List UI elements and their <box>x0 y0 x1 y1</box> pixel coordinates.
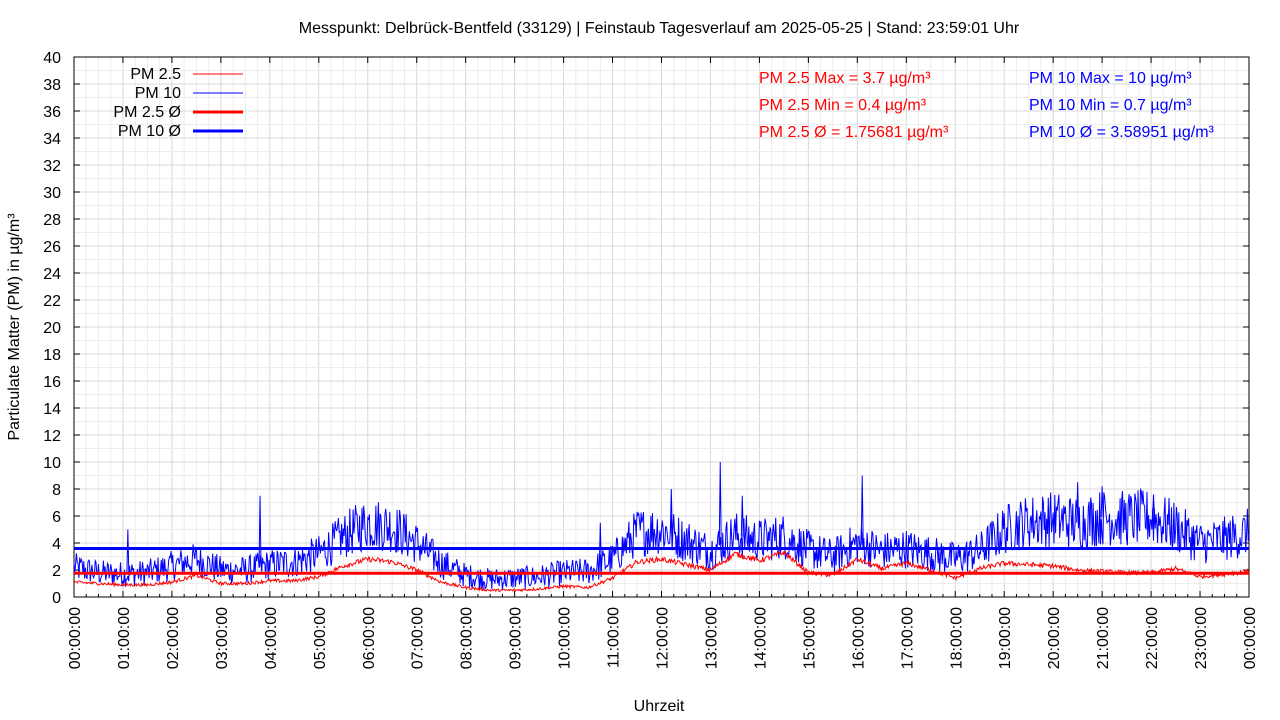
x-tick-label: 00:00:00 <box>1242 607 1259 669</box>
pm10-spike <box>1076 482 1080 523</box>
pm10-spike <box>1152 494 1156 519</box>
y-tick-label: 28 <box>43 212 61 229</box>
legend-label: PM 10 <box>135 85 181 102</box>
pm10-avg-annotation: PM 10 Ø = 3.58951 µg/m³ <box>1029 124 1215 141</box>
legend: PM 2.5 PM 10 PM 2.5 Ø PM 10 Ø <box>113 66 243 140</box>
pm10-spike <box>258 495 262 567</box>
pm10-spike <box>669 488 673 534</box>
legend-label: PM 10 Ø <box>118 123 181 140</box>
y-tick-label: 38 <box>43 77 61 94</box>
x-tick-label: 02:00:00 <box>165 607 182 669</box>
x-tick-label: 14:00:00 <box>752 607 769 669</box>
pm10-max-annotation: PM 10 Max = 10 µg/m³ <box>1029 70 1192 87</box>
pm25-max-annotation: PM 2.5 Max = 3.7 µg/m³ <box>759 70 931 87</box>
x-tick-label: 17:00:00 <box>899 607 916 669</box>
x-tick-label: 05:00:00 <box>312 607 329 669</box>
x-tick-label: 19:00:00 <box>997 607 1014 669</box>
pm10-min-annotation: PM 10 Min = 0.7 µg/m³ <box>1029 97 1192 114</box>
pm25-avg-annotation: PM 2.5 Ø = 1.75681 µg/m³ <box>759 124 949 141</box>
y-tick-label: 8 <box>52 482 61 499</box>
x-tick-label: 09:00:00 <box>508 607 525 669</box>
x-tick-label: 03:00:00 <box>214 607 231 669</box>
pm10-spike <box>126 529 130 574</box>
y-tick-label: 30 <box>43 185 61 202</box>
x-tick-label: 16:00:00 <box>850 607 867 669</box>
y-tick-label: 26 <box>43 239 61 256</box>
y-tick-label: 14 <box>43 401 61 418</box>
chart-title: Messpunkt: Delbrück-Bentfeld (33129) | F… <box>299 20 1020 37</box>
axes: 024681012141618202224262830323436384000:… <box>43 50 1259 669</box>
x-tick-label: 18:00:00 <box>948 607 965 669</box>
pm25-stats: PM 2.5 Max = 3.7 µg/m³ PM 2.5 Min = 0.4 … <box>759 70 949 141</box>
y-tick-label: 18 <box>43 347 61 364</box>
y-tick-label: 20 <box>43 320 61 337</box>
y-tick-label: 10 <box>43 455 61 472</box>
x-tick-label: 04:00:00 <box>263 607 280 669</box>
y-tick-label: 36 <box>43 104 61 121</box>
y-tick-label: 24 <box>43 266 61 283</box>
plot-series <box>73 461 1250 593</box>
y-tick-label: 40 <box>43 50 61 67</box>
y-tick-label: 4 <box>52 536 61 553</box>
x-tick-label: 20:00:00 <box>1046 607 1063 669</box>
y-tick-label: 0 <box>52 590 61 607</box>
x-tick-label: 08:00:00 <box>459 607 476 669</box>
x-tick-label: 15:00:00 <box>801 607 818 669</box>
x-tick-label: 07:00:00 <box>410 607 427 669</box>
y-tick-label: 6 <box>52 509 61 526</box>
x-tick-label: 00:00:00 <box>67 607 84 669</box>
pm10-spike <box>860 475 864 545</box>
y-tick-label: 16 <box>43 374 61 391</box>
y-axis-label: Particulate Matter (PM) in µg/m³ <box>6 213 23 441</box>
pm10-spike <box>1100 486 1104 518</box>
x-tick-label: 21:00:00 <box>1095 607 1112 669</box>
series-line-pm-2-5 <box>73 550 1250 593</box>
pm25-min-annotation: PM 2.5 Min = 0.4 µg/m³ <box>759 97 927 114</box>
y-tick-label: 34 <box>43 131 61 148</box>
grid <box>74 57 1249 597</box>
pm10-stats: PM 10 Max = 10 µg/m³ PM 10 Min = 0.7 µg/… <box>1029 70 1215 141</box>
legend-label: PM 2.5 <box>130 66 181 83</box>
series-line-pm-10 <box>73 487 1250 591</box>
x-tick-label: 06:00:00 <box>361 607 378 669</box>
x-tick-label: 11:00:00 <box>606 607 623 668</box>
x-tick-label: 01:00:00 <box>116 607 133 669</box>
pm10-spike <box>740 495 744 537</box>
x-tick-label: 22:00:00 <box>1144 607 1161 669</box>
x-tick-label: 12:00:00 <box>655 607 672 669</box>
legend-label: PM 2.5 Ø <box>113 104 181 121</box>
x-axis-label: Uhrzeit <box>634 698 685 715</box>
y-tick-label: 22 <box>43 293 61 310</box>
x-tick-label: 10:00:00 <box>557 607 574 669</box>
pm10-spike <box>598 522 602 566</box>
y-tick-label: 12 <box>43 428 61 445</box>
pm10-spike <box>718 461 722 545</box>
y-tick-label: 2 <box>52 563 61 580</box>
y-tick-label: 32 <box>43 158 61 175</box>
x-tick-label: 13:00:00 <box>703 607 720 669</box>
x-tick-label: 23:00:00 <box>1193 607 1210 669</box>
